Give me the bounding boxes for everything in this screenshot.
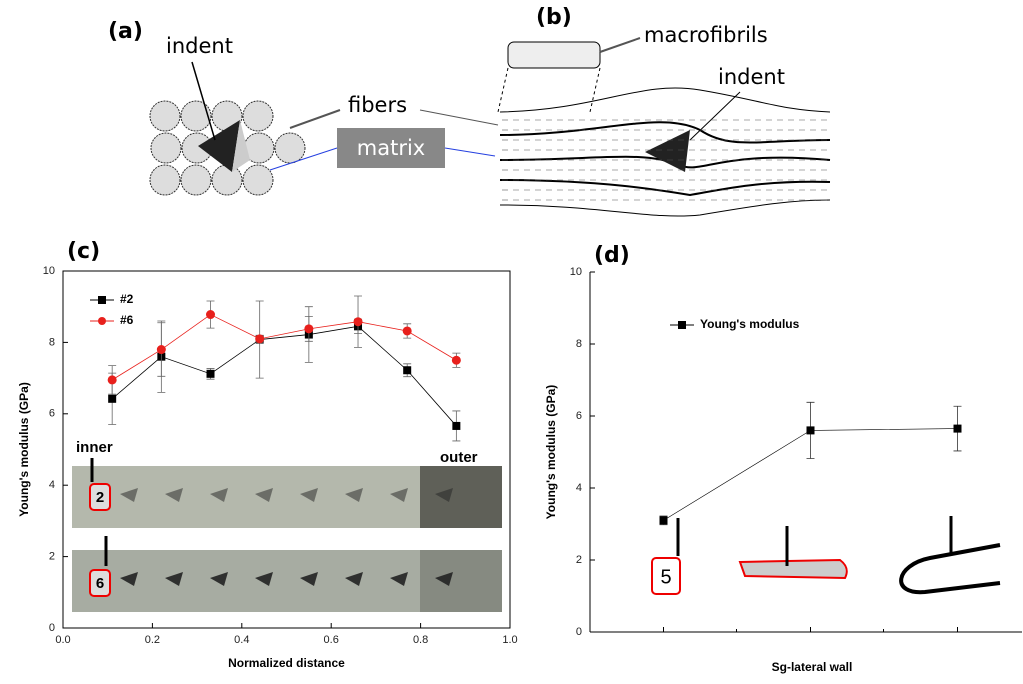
fiber-diagram <box>150 101 305 195</box>
y-tick-label: 8 <box>49 336 55 348</box>
pointer <box>420 110 498 125</box>
legend-marker <box>98 317 106 325</box>
y-axis-label: Young's modulus (GPa) <box>17 382 31 517</box>
point <box>207 370 215 378</box>
legend-marker <box>98 296 106 304</box>
fiber <box>243 165 273 195</box>
fiber <box>150 101 180 131</box>
legend-label: Young's modulus <box>700 317 800 331</box>
pointer <box>290 110 340 128</box>
y-tick-label: 4 <box>576 482 582 494</box>
x-tick-label: 0.6 <box>324 634 339 646</box>
fiber <box>150 165 180 195</box>
point <box>452 422 460 430</box>
y-tick-label: 2 <box>49 551 55 563</box>
point <box>954 425 962 433</box>
fiber <box>275 133 305 163</box>
x-tick-label: 0.8 <box>413 634 428 646</box>
x-axis-label: Sg-lateral wall <box>772 660 853 674</box>
label: fibers <box>348 93 407 117</box>
point <box>403 326 412 335</box>
legend-label: #2 <box>120 292 134 306</box>
y-tick-label: 6 <box>49 408 55 420</box>
x-axis-label: Normalized distance <box>228 656 345 670</box>
y-tick-label: 4 <box>49 479 55 491</box>
indenter <box>645 130 690 172</box>
dash <box>590 68 600 112</box>
label: indent <box>718 65 785 89</box>
y-tick-label: 10 <box>570 266 582 278</box>
label: matrix <box>357 136 425 160</box>
fiber <box>212 165 242 195</box>
point <box>660 516 668 524</box>
annotation: outer <box>440 449 478 466</box>
y-tick-label: 10 <box>43 265 55 277</box>
x-tick-label: 0.4 <box>234 634 249 646</box>
pointer <box>600 38 640 52</box>
y-tick-label: 0 <box>49 622 55 634</box>
fibril <box>500 180 830 195</box>
x-tick-label: 0.2 <box>145 634 160 646</box>
wall-sketch <box>740 560 847 578</box>
panel-label: (c) <box>67 239 100 264</box>
point <box>403 366 411 374</box>
point <box>108 395 116 403</box>
label: macrofibrils <box>644 23 768 47</box>
point <box>807 426 815 434</box>
label: indent <box>166 34 233 58</box>
panel-label: (d) <box>594 243 630 268</box>
point <box>108 375 117 384</box>
y-tick-label: 6 <box>576 410 582 422</box>
y-tick-label: 2 <box>576 554 582 566</box>
sample-number: 6 <box>96 575 104 592</box>
micrograph-edge <box>420 550 502 612</box>
pointer <box>690 92 740 140</box>
macrofibril-diagram: macrofibrils indent <box>498 23 830 216</box>
legend-marker <box>678 321 686 329</box>
x-tick-label: 1.0 <box>502 634 517 646</box>
point <box>452 356 461 365</box>
sample-number: 2 <box>96 489 104 506</box>
fibril <box>500 122 830 142</box>
panel-label: (b) <box>536 5 572 30</box>
figure: (a) (b) (c) (d) macrofibrils indent inde… <box>0 0 1023 684</box>
micrograph-edge <box>420 466 502 528</box>
fiber <box>243 101 273 131</box>
outline <box>500 200 830 216</box>
fiber <box>181 165 211 195</box>
point <box>255 334 264 343</box>
point <box>354 317 363 326</box>
y-tick-label: 0 <box>576 626 582 638</box>
dash <box>498 68 508 112</box>
annotation: inner <box>76 439 113 456</box>
y-tick-label: 8 <box>576 338 582 350</box>
point <box>304 324 313 333</box>
pointer <box>445 148 495 156</box>
legend-label: #6 <box>120 313 134 327</box>
sample-number: 5 <box>660 566 671 588</box>
x-tick-label: 0.0 <box>55 634 70 646</box>
y-axis-label: Young's modulus (GPa) <box>544 385 558 520</box>
fiber <box>151 133 181 163</box>
point <box>206 310 215 319</box>
fiber <box>181 101 211 131</box>
panel-label: (a) <box>108 19 143 44</box>
macrofibril <box>508 42 600 68</box>
point <box>157 345 166 354</box>
outline <box>500 88 830 112</box>
